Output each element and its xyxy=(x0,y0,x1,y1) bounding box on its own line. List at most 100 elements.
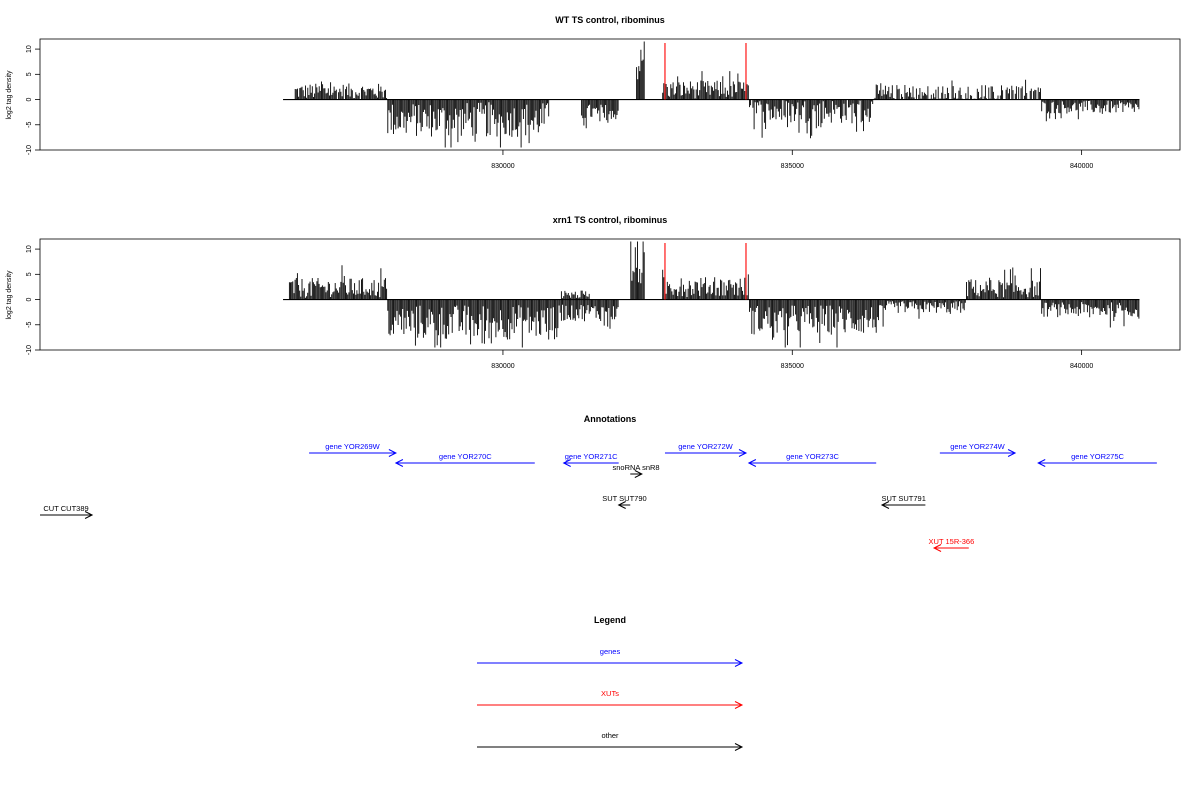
xrn1-density-bars xyxy=(288,241,1140,348)
feature-arrowhead xyxy=(747,459,757,467)
density-cluster xyxy=(288,265,388,300)
feature-label: gene YOR273C xyxy=(786,452,839,461)
feature-arrowhead xyxy=(562,459,571,467)
legend-entry: genes xyxy=(477,647,744,667)
xrn1-x-axis: 830000 835000 840000 xyxy=(491,350,1093,370)
legend-label: XUTs xyxy=(601,689,619,698)
annotation-feature: gene YOR271C xyxy=(562,452,619,467)
feature-label: gene YOR275C xyxy=(1071,452,1124,461)
annotation-feature: gene YOR269W xyxy=(309,442,398,457)
density-cluster xyxy=(294,81,388,100)
legend-entry: XUTs xyxy=(477,689,744,709)
feature-arrowhead xyxy=(388,449,398,457)
feature-label: gene YOR272W xyxy=(678,442,733,451)
legend-label: genes xyxy=(600,647,621,656)
legend-entry: other xyxy=(477,731,744,751)
y-tick-label: 5 xyxy=(26,272,33,276)
y-tick-label: 0 xyxy=(26,297,33,301)
x-tick-label: 830000 xyxy=(491,163,514,170)
annotation-feature: gene YOR272W xyxy=(664,442,748,457)
y-tick-label: 10 xyxy=(26,245,33,253)
y-tick-label: -5 xyxy=(26,322,33,328)
x-tick-label: 835000 xyxy=(781,363,804,370)
wt-x-axis: 830000 835000 840000 xyxy=(491,150,1093,170)
annotation-feature: gene YOR270C xyxy=(394,452,535,467)
density-cluster xyxy=(560,290,590,300)
density-cluster xyxy=(1041,299,1140,328)
feature-label: XUT 15R-366 xyxy=(929,537,975,546)
legend-arrowhead xyxy=(734,701,744,709)
feature-arrowhead xyxy=(617,501,626,509)
y-tick-label: -5 xyxy=(26,122,33,128)
density-cluster xyxy=(630,241,645,300)
wt-y-axis-label: log2 tag density xyxy=(6,70,13,120)
feature-label: CUT CUT389 xyxy=(43,504,88,513)
annotations-title: Annotations xyxy=(584,414,637,424)
y-tick-label: -10 xyxy=(26,145,33,155)
feature-label: gene YOR274W xyxy=(950,442,1005,451)
wt-plot-frame xyxy=(39,38,1181,151)
x-tick-label: 835000 xyxy=(781,163,804,170)
xrn1-density-panel: xrn1 TS control, ribominus log2 tag dens… xyxy=(6,215,1181,370)
feature-arrowhead xyxy=(1007,449,1017,457)
legend-entries: genes XUTs other xyxy=(477,647,744,751)
density-cluster xyxy=(387,99,550,148)
feature-arrowhead xyxy=(738,449,748,457)
feature-label: gene YOR269W xyxy=(325,442,380,451)
xrn1-y-axis: 10 5 0 -5 -10 xyxy=(26,245,40,355)
feature-label: gene YOR270C xyxy=(439,452,492,461)
legend-arrowhead xyxy=(734,743,744,751)
annotation-feature: SUT SUT790 xyxy=(602,494,647,509)
wt-density-bars xyxy=(294,41,1140,148)
density-cluster xyxy=(873,79,1041,100)
annotation-features: gene YOR269W gene YOR270C gene YOR271C snoR… xyxy=(40,442,1157,552)
legend-arrowhead xyxy=(734,659,744,667)
feature-arrowhead xyxy=(634,470,643,478)
feature-label: gene YOR271C xyxy=(565,452,618,461)
legend-title: Legend xyxy=(594,615,626,625)
y-tick-label: -10 xyxy=(26,345,33,355)
density-cluster xyxy=(885,299,966,319)
density-cluster xyxy=(749,299,885,348)
wt-boundary-markers xyxy=(664,43,747,100)
annotation-feature: CUT CUT389 xyxy=(40,504,94,519)
density-cluster xyxy=(581,99,619,129)
y-tick-label: 10 xyxy=(26,45,33,53)
wt-panel-title: WT TS control, ribominus xyxy=(555,15,665,25)
annotation-feature: gene YOR274W xyxy=(939,442,1017,457)
feature-arrowhead xyxy=(84,511,94,519)
wt-y-axis: 10 5 0 -5 -10 xyxy=(26,45,40,155)
feature-arrowhead xyxy=(394,459,404,467)
y-tick-label: 5 xyxy=(26,72,33,76)
legend-label: other xyxy=(601,731,619,740)
y-tick-label: 0 xyxy=(26,97,33,101)
annotation-feature: SUT SUT791 xyxy=(880,494,926,509)
feature-label: snoRNA snR8 xyxy=(612,463,659,472)
density-cluster xyxy=(749,99,874,139)
xrn1-boundary-markers xyxy=(664,243,747,300)
density-cluster xyxy=(636,41,645,100)
xrn1-y-axis-label: log2 tag density xyxy=(6,270,13,320)
wt-density-panel: WT TS control, ribominus log2 tag densit… xyxy=(6,15,1181,170)
feature-arrowhead xyxy=(932,544,942,552)
annotation-feature: gene YOR275C xyxy=(1037,452,1157,467)
density-cluster xyxy=(387,299,561,348)
density-cluster xyxy=(560,299,619,329)
x-tick-label: 840000 xyxy=(1070,363,1093,370)
annotation-feature: XUT 15R-366 xyxy=(929,537,975,552)
annotation-feature: gene YOR273C xyxy=(747,452,877,467)
density-cluster xyxy=(662,269,749,300)
feature-arrowhead xyxy=(880,501,890,509)
density-cluster xyxy=(966,267,1041,300)
x-tick-label: 840000 xyxy=(1070,163,1093,170)
feature-label: SUT SUT791 xyxy=(881,494,925,503)
annotation-feature: snoRNA snR8 xyxy=(612,463,660,478)
feature-label: SUT SUT790 xyxy=(602,494,646,503)
xrn1-plot-frame xyxy=(39,238,1181,351)
feature-arrowhead xyxy=(1037,459,1046,467)
density-cluster xyxy=(662,71,749,100)
legend: Legend genes XUTs other xyxy=(477,615,744,751)
xrn1-panel-title: xrn1 TS control, ribominus xyxy=(553,215,668,225)
